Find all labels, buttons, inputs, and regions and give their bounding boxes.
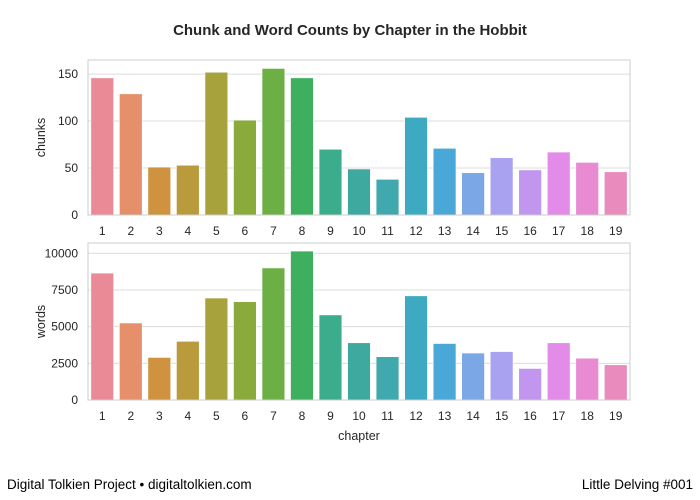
x-tick-label: 13 bbox=[438, 224, 452, 238]
x-tick-label: 16 bbox=[523, 224, 537, 238]
x-tick-label: 10 bbox=[352, 409, 366, 423]
bar bbox=[233, 301, 257, 401]
bar bbox=[461, 352, 485, 401]
x-tick-label: 5 bbox=[213, 409, 220, 423]
y-tick-label: 100 bbox=[58, 114, 78, 128]
x-tick-label: 3 bbox=[156, 409, 163, 423]
x-tick-label: 4 bbox=[184, 224, 191, 238]
bar bbox=[461, 172, 485, 216]
x-tick-label: 6 bbox=[242, 409, 249, 423]
bar bbox=[518, 368, 542, 401]
bar bbox=[518, 169, 542, 216]
x-tick-label: 11 bbox=[381, 224, 394, 238]
x-tick-label: 2 bbox=[127, 409, 134, 423]
y-tick-label: 0 bbox=[71, 208, 78, 222]
bar bbox=[375, 179, 400, 216]
bar bbox=[261, 267, 286, 401]
x-axis-label: chapter bbox=[338, 429, 380, 443]
bar bbox=[290, 77, 314, 216]
bar bbox=[604, 171, 628, 216]
x-tick-label: 19 bbox=[609, 409, 623, 423]
x-tick-label: 18 bbox=[581, 224, 595, 238]
footer-issue: Little Delving #001 bbox=[581, 477, 693, 492]
bar bbox=[90, 272, 114, 401]
plot-frame bbox=[87, 59, 631, 216]
x-tick-label: 5 bbox=[213, 224, 220, 238]
bar bbox=[261, 68, 286, 216]
bar bbox=[176, 164, 200, 216]
x-tick-label: 9 bbox=[327, 224, 334, 238]
x-tick-label: 1 bbox=[99, 409, 106, 423]
bar bbox=[375, 356, 400, 401]
bar bbox=[575, 162, 599, 216]
bar bbox=[404, 295, 428, 401]
x-tick-label: 4 bbox=[184, 409, 191, 423]
x-tick-label: 11 bbox=[381, 409, 394, 423]
plot-frame bbox=[87, 242, 631, 401]
bar bbox=[119, 322, 143, 401]
y-tick-label: 2500 bbox=[51, 356, 78, 370]
x-tick-label: 2 bbox=[127, 224, 134, 238]
bar bbox=[290, 250, 314, 401]
bar bbox=[233, 119, 257, 216]
x-tick-label: 17 bbox=[552, 224, 566, 238]
bar bbox=[318, 148, 343, 216]
y-tick-label: 50 bbox=[65, 161, 79, 175]
bar bbox=[489, 157, 514, 216]
bar bbox=[404, 117, 428, 216]
y-tick-label: 150 bbox=[58, 67, 78, 81]
bar bbox=[318, 314, 343, 401]
x-tick-label: 12 bbox=[409, 224, 423, 238]
bar bbox=[546, 151, 571, 216]
bar bbox=[432, 343, 457, 401]
y-axis-label: chunks bbox=[34, 118, 48, 158]
x-tick-label: 9 bbox=[327, 409, 334, 423]
x-tick-label: 19 bbox=[609, 224, 623, 238]
x-tick-label: 14 bbox=[466, 224, 480, 238]
x-tick-label: 8 bbox=[299, 224, 306, 238]
bar bbox=[432, 148, 457, 216]
bar bbox=[575, 357, 599, 401]
bar bbox=[347, 342, 371, 401]
x-tick-label: 7 bbox=[270, 224, 277, 238]
bar bbox=[176, 341, 200, 401]
x-tick-label: 13 bbox=[438, 409, 452, 423]
bar bbox=[119, 93, 143, 216]
x-tick-label: 3 bbox=[156, 224, 163, 238]
bar bbox=[347, 168, 371, 216]
x-tick-label: 18 bbox=[581, 409, 595, 423]
x-tick-label: 8 bbox=[299, 409, 306, 423]
chart-title: Chunk and Word Counts by Chapter in the … bbox=[173, 22, 527, 39]
x-tick-label: 17 bbox=[552, 409, 566, 423]
bar bbox=[147, 357, 172, 401]
x-tick-label: 7 bbox=[270, 409, 277, 423]
y-axis-label: words bbox=[34, 305, 48, 339]
x-tick-label: 15 bbox=[495, 409, 509, 423]
bar bbox=[147, 166, 172, 216]
footer-credit: Digital Tolkien Project • digitaltolkien… bbox=[7, 477, 252, 492]
bar bbox=[489, 351, 514, 401]
bar bbox=[90, 77, 114, 216]
x-tick-label: 14 bbox=[466, 409, 480, 423]
y-tick-label: 0 bbox=[71, 393, 78, 407]
bar bbox=[204, 297, 229, 401]
y-tick-label: 10000 bbox=[45, 246, 79, 260]
x-tick-label: 12 bbox=[409, 409, 423, 423]
x-tick-label: 16 bbox=[523, 409, 537, 423]
bar bbox=[204, 71, 229, 216]
bar bbox=[604, 364, 628, 401]
y-tick-label: 7500 bbox=[51, 283, 78, 297]
x-tick-label: 15 bbox=[495, 224, 509, 238]
x-tick-label: 1 bbox=[99, 224, 106, 238]
y-tick-label: 5000 bbox=[51, 320, 78, 334]
bar bbox=[546, 342, 571, 401]
x-tick-label: 10 bbox=[352, 224, 366, 238]
x-tick-label: 6 bbox=[242, 224, 249, 238]
